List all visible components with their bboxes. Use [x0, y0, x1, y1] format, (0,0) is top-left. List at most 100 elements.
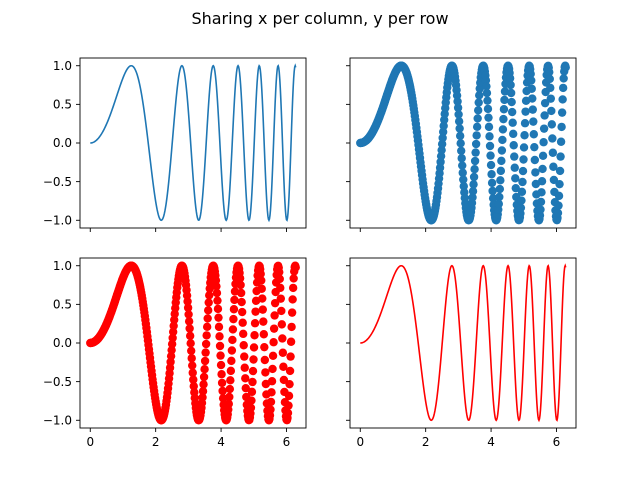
scatter-point [275, 267, 284, 277]
scatter-point [225, 392, 234, 402]
scatter-point [183, 303, 193, 312]
scatter-point [202, 322, 212, 332]
scatter-point [199, 372, 209, 382]
x-tick-label: 6 [283, 435, 291, 449]
scatter-point [260, 342, 269, 352]
y-tick-label: 0.5 [53, 98, 72, 112]
scatter-point [250, 319, 260, 328]
scatter-point [186, 339, 195, 348]
scatter-point [482, 82, 491, 91]
scatter-point [519, 155, 528, 164]
scatter-point [266, 405, 275, 414]
scatter-point [530, 142, 539, 152]
scatter-point [483, 96, 492, 105]
scatter-point [286, 352, 295, 361]
scatter-point [540, 98, 550, 108]
x-tick-label: 2 [422, 435, 430, 449]
scatter-point [536, 197, 546, 207]
scatter-point [548, 134, 557, 143]
scatter-point [453, 97, 462, 106]
scatter-point [556, 152, 565, 161]
scatter-point [437, 145, 446, 155]
scatter-point [558, 95, 567, 104]
figure-suptitle: Sharing x per column, y per row [191, 9, 448, 28]
scatter-point [251, 307, 260, 316]
scatter-point [472, 122, 482, 132]
scatter-point [530, 155, 540, 165]
scatter-point [527, 84, 536, 93]
scatter-point [259, 330, 269, 339]
scatter-point [457, 146, 466, 155]
scatter-point [283, 408, 293, 418]
scatter-point [487, 170, 496, 179]
scatter-point [213, 296, 222, 305]
scatter-point [257, 276, 266, 285]
scatter-point [188, 361, 197, 370]
scatter-point [187, 354, 196, 363]
scatter-point [239, 341, 248, 350]
x-tick-label: 4 [217, 435, 225, 449]
scatter-point [215, 341, 225, 351]
scatter-point [216, 351, 225, 360]
scatter-point [250, 331, 259, 340]
scatter-point [486, 160, 496, 170]
y-tick-label: −1.0 [43, 213, 72, 227]
scatter-point [200, 356, 210, 366]
scatter-point [230, 295, 239, 305]
scatter-point [203, 314, 212, 323]
series-line [90, 63, 297, 223]
x-tick-label: 0 [86, 435, 94, 449]
scatter-point [546, 83, 555, 93]
scatter-point [484, 122, 494, 132]
scatter-point [241, 374, 250, 383]
scatter-point [226, 366, 236, 376]
scatter-point [505, 74, 515, 83]
scatter-point [284, 391, 294, 401]
y-tick-label: −0.5 [43, 175, 72, 189]
scatter-point [212, 282, 221, 291]
scatter-point [204, 298, 213, 307]
scatter-point [554, 191, 564, 201]
scatter-point [276, 294, 285, 303]
scatter-point [276, 283, 285, 293]
scatter-point [248, 366, 258, 376]
scatter-point [495, 184, 505, 194]
scatter-point [553, 208, 563, 218]
scatter-point [238, 318, 247, 327]
scatter-point [288, 283, 298, 293]
scatter-point [169, 321, 178, 331]
scatter-point [227, 346, 237, 355]
y-tick-label: 0.5 [53, 298, 72, 312]
scatter-point [261, 368, 270, 377]
scatter-point [260, 355, 270, 365]
scatter-point [537, 177, 547, 186]
scatter-point [185, 331, 195, 341]
scatter-point [495, 192, 504, 202]
scatter-point [540, 111, 549, 120]
scatter-point [167, 345, 176, 355]
scatter-point [498, 135, 507, 145]
scatter-point [289, 274, 298, 283]
scatter-point [239, 329, 248, 339]
scatter-point [268, 364, 277, 374]
scatter-point [437, 139, 447, 149]
scatter-point [475, 91, 484, 100]
scatter-point [453, 103, 463, 112]
scatter-point [539, 138, 548, 147]
scatter-point [528, 94, 537, 103]
scatter-point [499, 105, 509, 114]
scatter-point [285, 366, 295, 376]
scatter-point [469, 180, 478, 189]
scatter-point [470, 164, 479, 174]
scatter-point [259, 317, 268, 326]
y-tick-label: 0.0 [53, 336, 72, 350]
scatter-point [557, 108, 567, 117]
scatter-point [484, 113, 493, 122]
scatter-point [189, 375, 198, 384]
scatter-point [499, 114, 508, 124]
scatter-point [241, 383, 250, 393]
scatter-point [547, 106, 556, 116]
scatter-point [509, 129, 518, 139]
subplot-top-left: −1.0 −0.5 0.0 0.5 1.0 [43, 57, 307, 232]
